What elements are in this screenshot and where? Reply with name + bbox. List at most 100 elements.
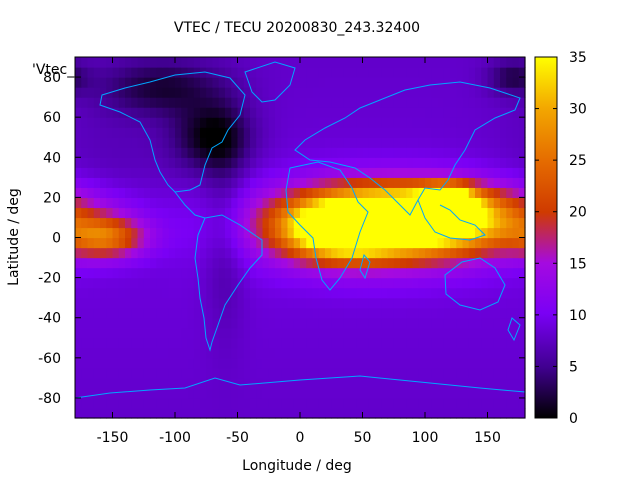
heatmap-cell <box>100 277 107 289</box>
heatmap-cell <box>375 357 382 369</box>
heatmap-cell <box>418 237 426 249</box>
heatmap-cell <box>275 197 282 209</box>
heatmap-cell <box>443 107 451 118</box>
heatmap-cell <box>168 387 176 399</box>
heatmap-cell <box>343 277 351 289</box>
heatmap-cell <box>393 147 401 158</box>
coastline-north-america <box>99 71 246 193</box>
heatmap-cell <box>275 167 282 178</box>
heatmap-cell <box>87 267 95 279</box>
heatmap-cell <box>287 187 295 198</box>
heatmap-cell <box>456 237 464 249</box>
heatmap-cell <box>75 167 82 178</box>
heatmap-cell <box>187 167 195 178</box>
heatmap-cell <box>87 387 95 399</box>
heatmap-cell <box>262 197 270 209</box>
heatmap-cell <box>443 67 451 78</box>
heatmap-cell <box>337 407 345 419</box>
heatmap-cell <box>425 357 432 369</box>
heatmap-cell <box>325 377 332 389</box>
heatmap-cell <box>306 177 314 188</box>
heatmap-cell <box>437 277 445 289</box>
heatmap-cell <box>287 287 295 299</box>
heatmap-cell <box>256 127 264 138</box>
heatmap-cell <box>218 247 226 259</box>
heatmap-cell <box>112 307 120 319</box>
heatmap-cell <box>362 347 370 359</box>
heatmap-cell <box>206 267 214 279</box>
heatmap-cell <box>112 207 120 219</box>
heatmap-cell <box>500 117 507 128</box>
heatmap-cell <box>331 287 339 299</box>
heatmap-cell <box>293 227 301 239</box>
colorbar-tick-label: 10 <box>569 308 587 324</box>
heatmap-cell <box>337 397 345 409</box>
heatmap-cell <box>262 167 270 178</box>
heatmap-cell <box>243 357 251 369</box>
heatmap-cell <box>493 87 501 98</box>
heatmap-cell <box>150 87 157 98</box>
heatmap-cell <box>368 77 376 88</box>
heatmap-cell <box>231 307 239 319</box>
heatmap-cell <box>100 307 107 319</box>
heatmap-cell <box>150 347 157 359</box>
heatmap-cell <box>256 387 264 399</box>
heatmap-cell <box>425 227 432 239</box>
heatmap-cell <box>243 207 251 219</box>
heatmap-cell <box>493 217 501 229</box>
heatmap-cell <box>393 137 401 148</box>
heatmap-cell <box>206 357 214 369</box>
heatmap-cell <box>231 147 239 158</box>
heatmap-cell <box>81 167 89 178</box>
heatmap-cell <box>443 357 451 369</box>
heatmap-cell <box>212 257 220 269</box>
heatmap-cell <box>431 267 439 279</box>
heatmap-cell <box>487 77 495 88</box>
heatmap-cell <box>118 127 126 138</box>
heatmap-cell <box>100 217 107 229</box>
heatmap-cell <box>493 207 501 219</box>
heatmap-cell <box>87 377 95 389</box>
heatmap-cell <box>356 147 364 158</box>
x-axis-ticks: -150 -100 -50 0 50 100 150 <box>97 57 501 446</box>
heatmap-cell <box>256 157 264 168</box>
heatmap-cell <box>287 147 295 158</box>
heatmap-cell <box>125 397 132 409</box>
heatmap-cell <box>412 207 420 219</box>
heatmap-cell <box>237 347 245 359</box>
heatmap-cell <box>225 347 232 359</box>
heatmap-cell <box>268 147 276 158</box>
heatmap-cell <box>75 187 82 198</box>
heatmap-cell <box>250 147 257 158</box>
heatmap-cell <box>443 387 451 399</box>
heatmap-cell <box>287 107 295 118</box>
heatmap-cell <box>475 137 482 148</box>
heatmap-cell <box>256 197 264 209</box>
heatmap-cell <box>506 147 514 158</box>
heatmap-cell <box>518 267 526 279</box>
heatmap-cell <box>168 167 176 178</box>
heatmap-cell <box>100 127 107 138</box>
heatmap-cell <box>443 327 451 339</box>
heatmap-cell <box>100 357 107 369</box>
heatmap-cell <box>331 237 339 249</box>
heatmap-cell <box>275 247 282 259</box>
heatmap-cell <box>137 337 145 349</box>
heatmap-cell <box>356 187 364 198</box>
heatmap-cell <box>75 337 82 349</box>
heatmap-cell <box>193 157 201 168</box>
heatmap-cell <box>293 157 301 168</box>
heatmap-cell <box>375 127 382 138</box>
heatmap-cell <box>256 297 264 309</box>
heatmap-cell <box>318 387 326 399</box>
heatmap-cell <box>343 367 351 379</box>
heatmap-cell <box>275 317 282 329</box>
heatmap-cell <box>325 277 332 289</box>
heatmap-cell <box>300 147 307 158</box>
heatmap-cell <box>481 67 489 78</box>
heatmap-cell <box>400 227 407 239</box>
heatmap-cell <box>368 297 376 309</box>
heatmap-cell <box>343 157 351 168</box>
heatmap-cell <box>137 177 145 188</box>
